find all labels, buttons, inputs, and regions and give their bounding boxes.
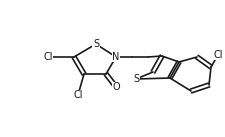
Text: S: S — [132, 74, 138, 84]
Text: N: N — [112, 52, 119, 62]
Text: S: S — [92, 39, 99, 49]
Text: Cl: Cl — [43, 52, 52, 62]
Text: Cl: Cl — [73, 90, 82, 100]
Text: Cl: Cl — [212, 50, 222, 60]
Text: O: O — [112, 82, 119, 92]
